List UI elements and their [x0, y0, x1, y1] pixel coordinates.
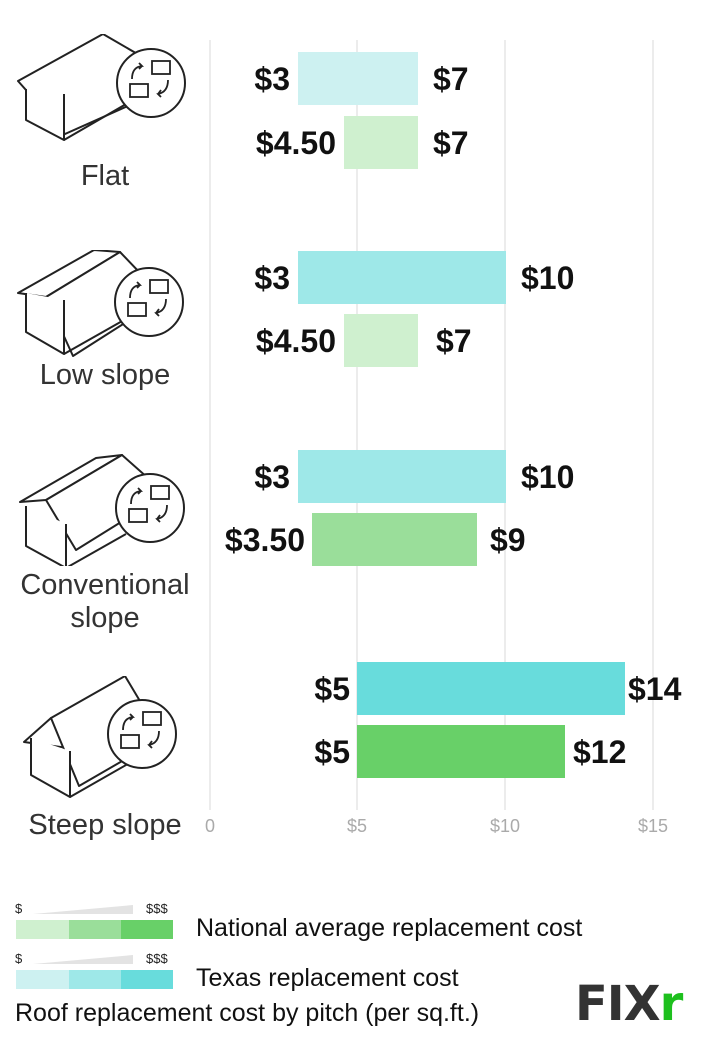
- gridline-0: [209, 40, 211, 810]
- logo-accent-text: r: [659, 976, 684, 1032]
- bar-low-slope-national: [344, 314, 418, 367]
- value-conventional-slope-texas-high: $10: [521, 459, 575, 495]
- value-steep-slope-texas-low: $5: [314, 671, 350, 707]
- bar-conventional-slope-national: [312, 513, 477, 566]
- fixr-logo: FIXr: [575, 980, 683, 1028]
- value-low-slope-national-low: $4.50: [255, 323, 336, 359]
- value-steep-slope-national-low: $5: [314, 734, 350, 770]
- steep-slope-roof-house-icon: [23, 676, 177, 798]
- legend-national-scale-low: $: [15, 901, 23, 916]
- x-tick-5: $5: [346, 816, 368, 836]
- category-label-flat: Flat: [80, 160, 130, 192]
- legend-texas-swatch-mid: [69, 970, 121, 989]
- bar-conventional-slope-texas: [298, 450, 506, 503]
- legend-texas-label: Texas replacement cost: [196, 964, 459, 992]
- x-tick-10: $10: [489, 816, 521, 836]
- bar-low-slope-texas: [298, 251, 506, 304]
- legend-national-swatch-dark: [121, 920, 173, 939]
- gridline-15: [652, 40, 654, 810]
- gridline-10: [504, 40, 506, 810]
- conventional-slope-roof-house-icon: [19, 454, 185, 566]
- legend-texas-scale-low: $: [15, 951, 23, 966]
- legend-texas-swatch-dark: [121, 970, 173, 989]
- value-steep-slope-texas-high: $14: [628, 671, 682, 707]
- value-flat-texas-low: $3: [254, 61, 290, 97]
- flat-roof-house-icon: [17, 34, 186, 141]
- gridline-5: [356, 40, 358, 810]
- legend-texas-swatch-light: [16, 970, 69, 989]
- legend-national-scale-wedge: [33, 905, 133, 914]
- legend-texas-scale-high: $$$: [146, 951, 168, 966]
- category-label-conventional-slope: Conventional slope: [20, 569, 190, 634]
- value-flat-national-high: $7: [433, 125, 469, 161]
- legend-national-scale-high: $$$: [146, 901, 168, 916]
- value-low-slope-texas-high: $10: [521, 260, 575, 296]
- value-flat-national-low: $4.50: [255, 125, 336, 161]
- category-label-steep-slope: Steep slope: [28, 809, 182, 841]
- value-conventional-slope-texas-low: $3: [254, 459, 290, 495]
- legend-texas-scale-wedge: [33, 955, 133, 964]
- legend-national-swatch-light: [16, 920, 69, 939]
- bar-steep-slope-national: [357, 725, 565, 778]
- category-label-low-slope: Low slope: [39, 359, 171, 391]
- legend-national-swatch-mid: [69, 920, 121, 939]
- value-low-slope-texas-low: $3: [254, 260, 290, 296]
- value-flat-texas-high: $7: [433, 61, 469, 97]
- logo-main-text: FIX: [575, 976, 661, 1032]
- low-slope-roof-house-icon: [17, 250, 184, 357]
- bar-steep-slope-texas: [357, 662, 625, 715]
- bar-flat-texas: [298, 52, 418, 105]
- value-low-slope-national-high: $7: [436, 323, 472, 359]
- legend-national-label: National average replacement cost: [196, 914, 583, 942]
- x-tick-15: $15: [637, 816, 669, 836]
- value-conventional-slope-national-high: $9: [490, 522, 526, 558]
- chart-caption: Roof replacement cost by pitch (per sq.f…: [15, 999, 480, 1027]
- x-tick-0: 0: [204, 816, 216, 836]
- bar-flat-national: [344, 116, 418, 169]
- value-conventional-slope-national-low: $3.50: [224, 522, 305, 558]
- value-steep-slope-national-high: $12: [573, 734, 627, 770]
